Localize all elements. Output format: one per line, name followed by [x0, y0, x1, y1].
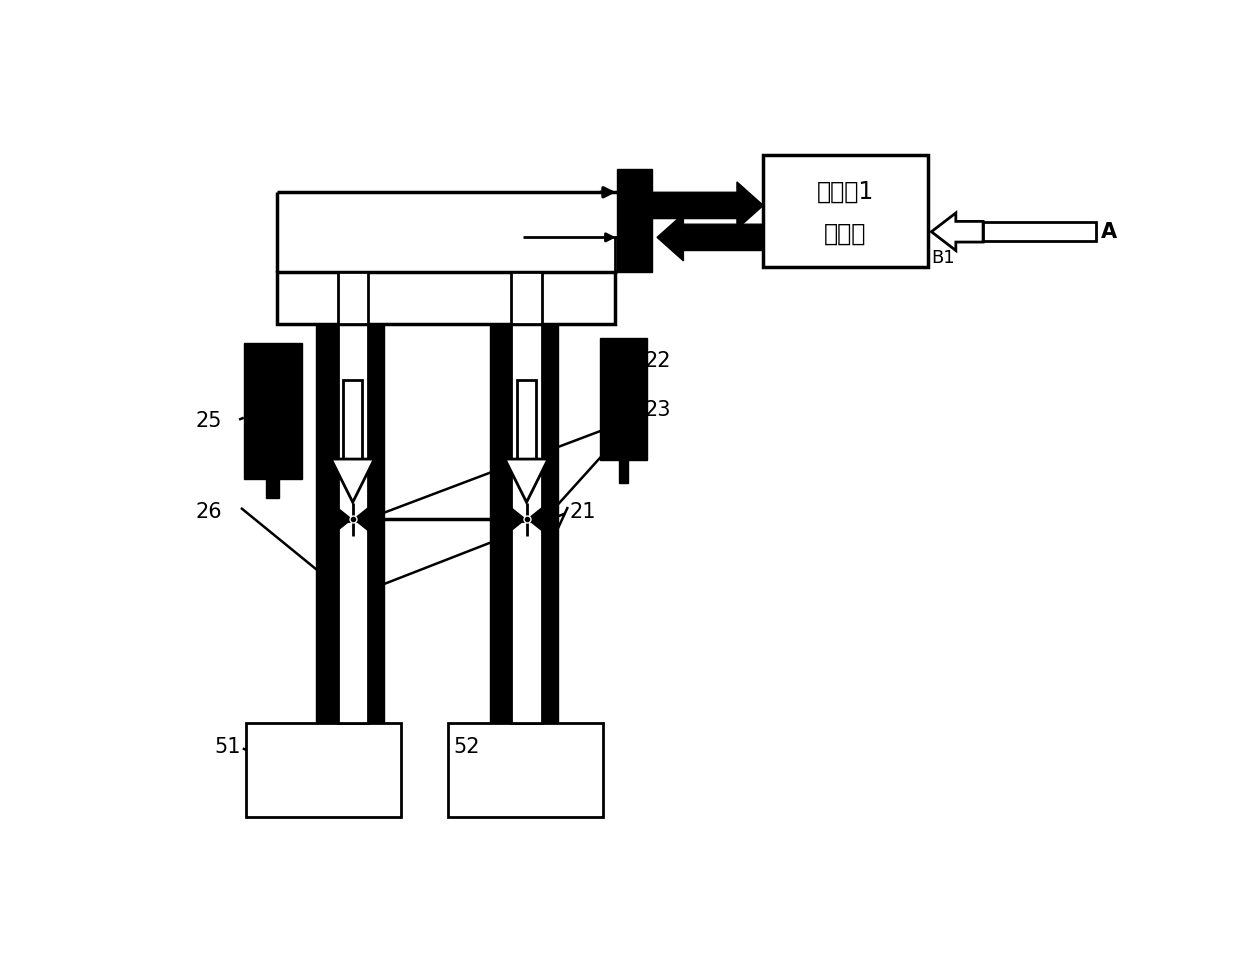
Text: 51: 51 [215, 737, 241, 756]
Text: 25: 25 [196, 412, 222, 431]
Bar [511, 521, 542, 723]
Polygon shape [352, 503, 373, 536]
Text: 23: 23 [645, 400, 671, 421]
Polygon shape [505, 459, 548, 503]
Text: 22: 22 [645, 351, 671, 371]
Bar [267, 477, 279, 498]
FancyArrow shape [931, 213, 983, 251]
Bar [316, 324, 383, 521]
Bar [511, 272, 542, 324]
Bar [517, 381, 536, 459]
Bar [619, 459, 627, 483]
Polygon shape [527, 503, 547, 536]
Bar [337, 521, 368, 723]
Bar [316, 521, 383, 723]
Bar [983, 223, 1096, 241]
Bar [244, 343, 303, 479]
Text: 52: 52 [454, 737, 480, 756]
Bar [448, 723, 603, 817]
Polygon shape [331, 459, 374, 503]
Bar [277, 272, 615, 324]
Text: 21: 21 [569, 502, 596, 521]
Text: 显示屏: 显示屏 [825, 222, 867, 246]
Bar [490, 521, 558, 723]
Polygon shape [506, 503, 527, 536]
Text: 控制刨1: 控制刨1 [817, 180, 874, 204]
Bar [337, 521, 368, 723]
FancyArrow shape [652, 182, 764, 229]
Bar [511, 324, 542, 521]
Polygon shape [332, 503, 352, 536]
Bar [246, 723, 401, 817]
Bar [343, 381, 362, 459]
Bar [616, 169, 652, 272]
Bar [511, 521, 542, 723]
Bar [490, 324, 558, 521]
Bar [600, 338, 647, 460]
Text: A: A [1101, 222, 1117, 242]
Text: B1: B1 [931, 249, 955, 267]
FancyArrow shape [657, 214, 763, 261]
Bar [337, 324, 368, 521]
Text: 26: 26 [196, 502, 222, 521]
Bar [764, 154, 928, 267]
Bar [337, 272, 368, 324]
